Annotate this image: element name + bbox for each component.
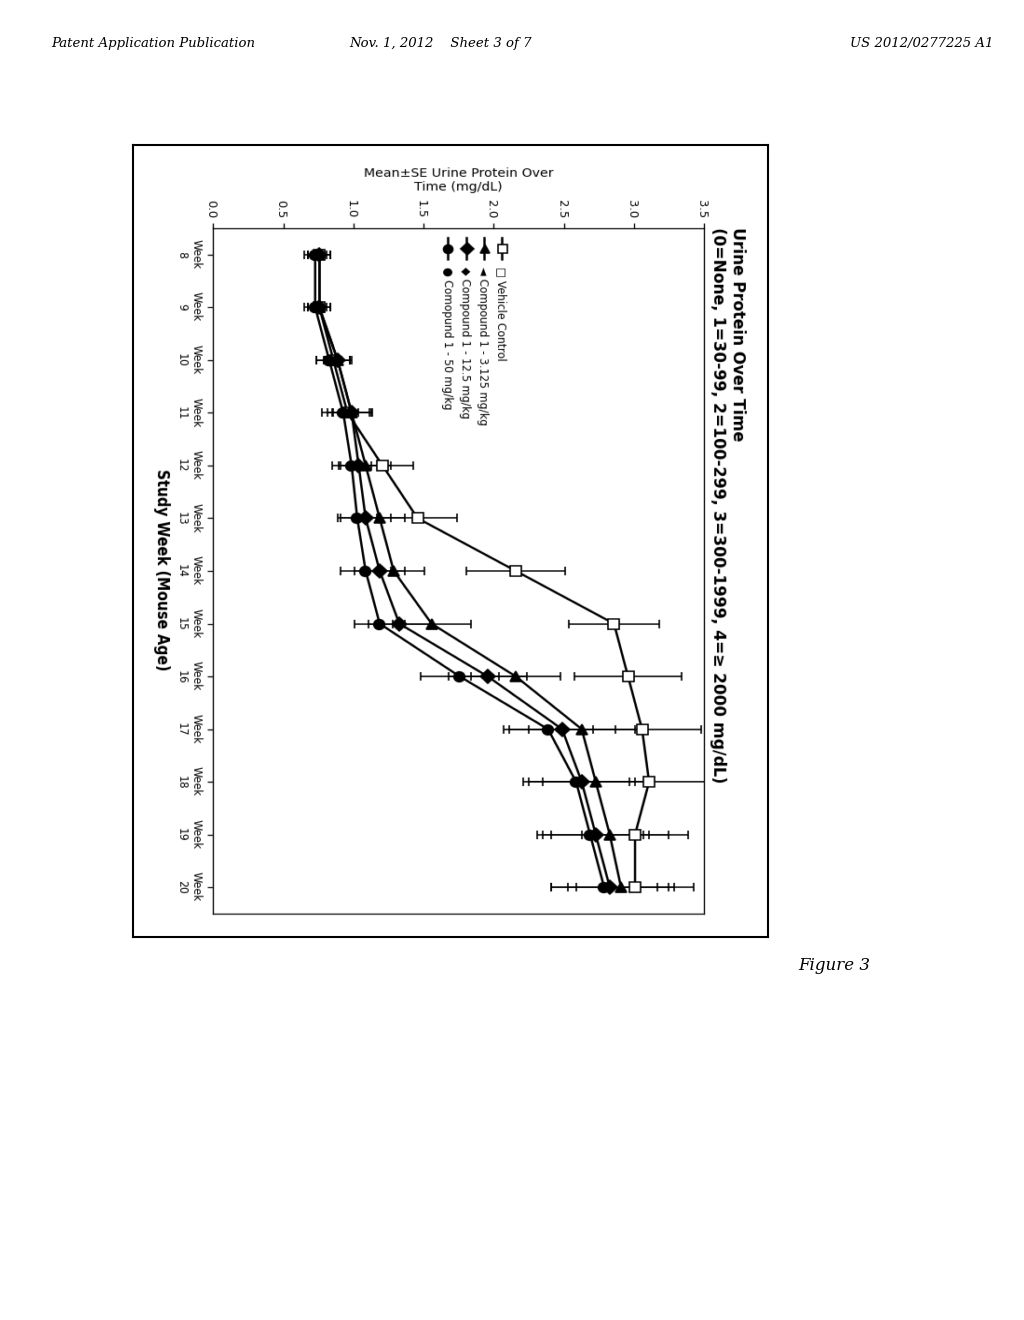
Text: Nov. 1, 2012    Sheet 3 of 7: Nov. 1, 2012 Sheet 3 of 7	[349, 37, 531, 50]
Text: Figure 3: Figure 3	[799, 957, 870, 974]
Text: US 2012/0277225 A1: US 2012/0277225 A1	[850, 37, 993, 50]
Text: Patent Application Publication: Patent Application Publication	[51, 37, 255, 50]
